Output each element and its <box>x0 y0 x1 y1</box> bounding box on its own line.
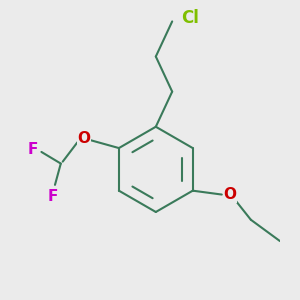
Text: F: F <box>27 142 38 158</box>
Text: Cl: Cl <box>181 8 199 26</box>
Text: F: F <box>48 189 58 204</box>
Text: O: O <box>77 131 91 146</box>
Text: O: O <box>224 187 237 202</box>
